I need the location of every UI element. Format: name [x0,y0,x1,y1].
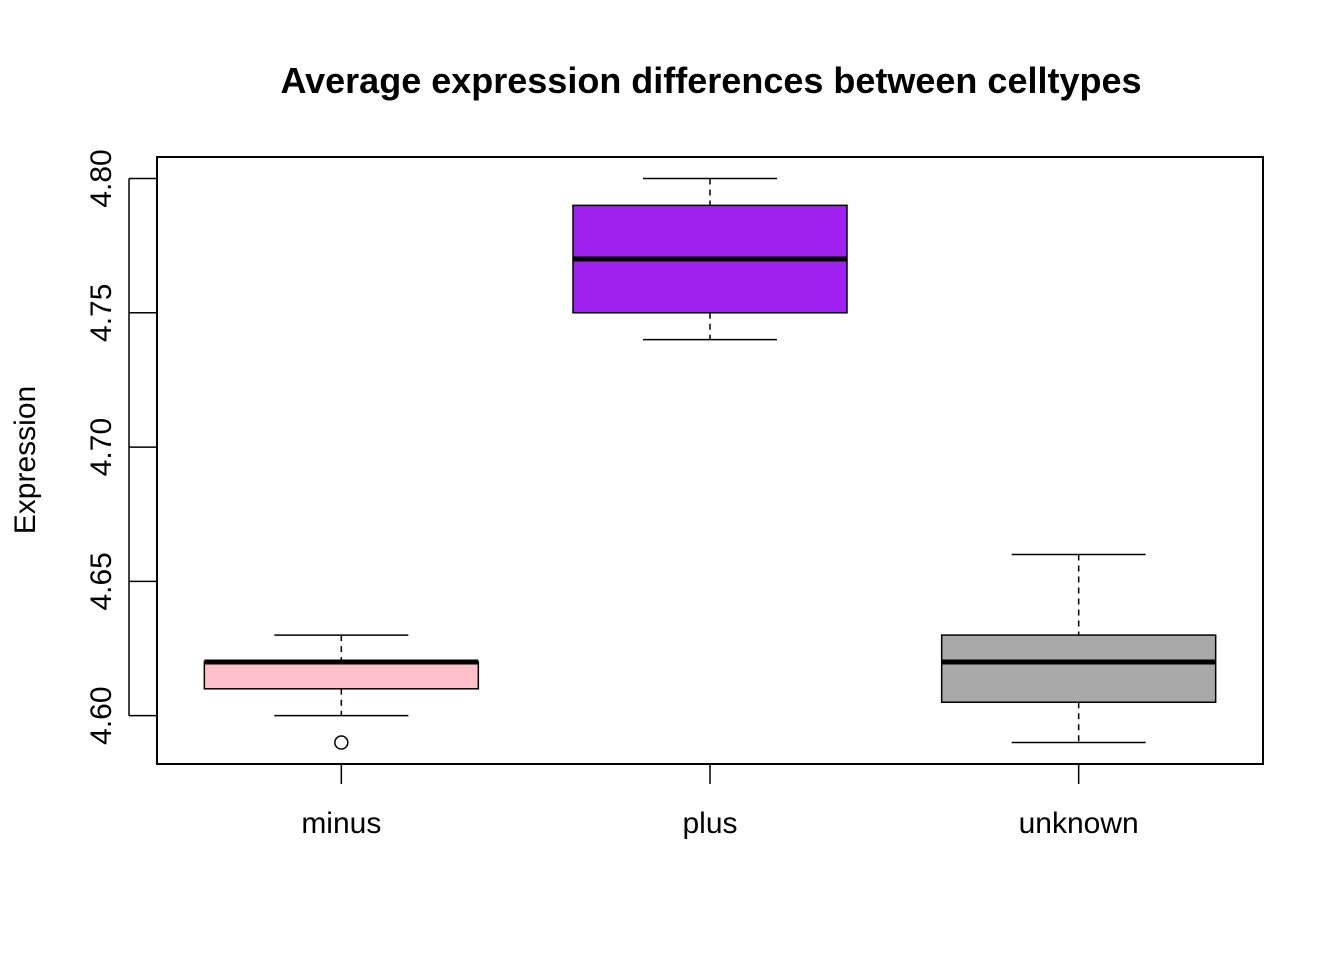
box-minus [203,634,480,750]
x-axis: minus plus unknown [301,764,1139,840]
boxes-group [203,177,1217,750]
x-tick-label: unknown [1019,807,1139,840]
y-tick-label: 4.80 [85,149,118,207]
box-unknown [940,553,1217,744]
chart-title: Average expression differences between c… [280,60,1141,101]
x-tick-label: plus [682,807,737,840]
y-tick-label: 4.70 [85,418,118,476]
x-tick-label: minus [301,807,381,840]
box-plus [572,177,848,341]
y-axis-label: Expression [9,386,42,534]
y-axis: 4.60 4.65 4.70 4.75 4.80 [85,149,157,745]
box-iqr [940,634,1217,703]
box-iqr [203,661,480,690]
y-tick-label: 4.60 [85,686,118,744]
outlier-point [334,735,349,750]
y-tick-label: 4.65 [85,552,118,610]
y-tick-label: 4.75 [85,284,118,342]
